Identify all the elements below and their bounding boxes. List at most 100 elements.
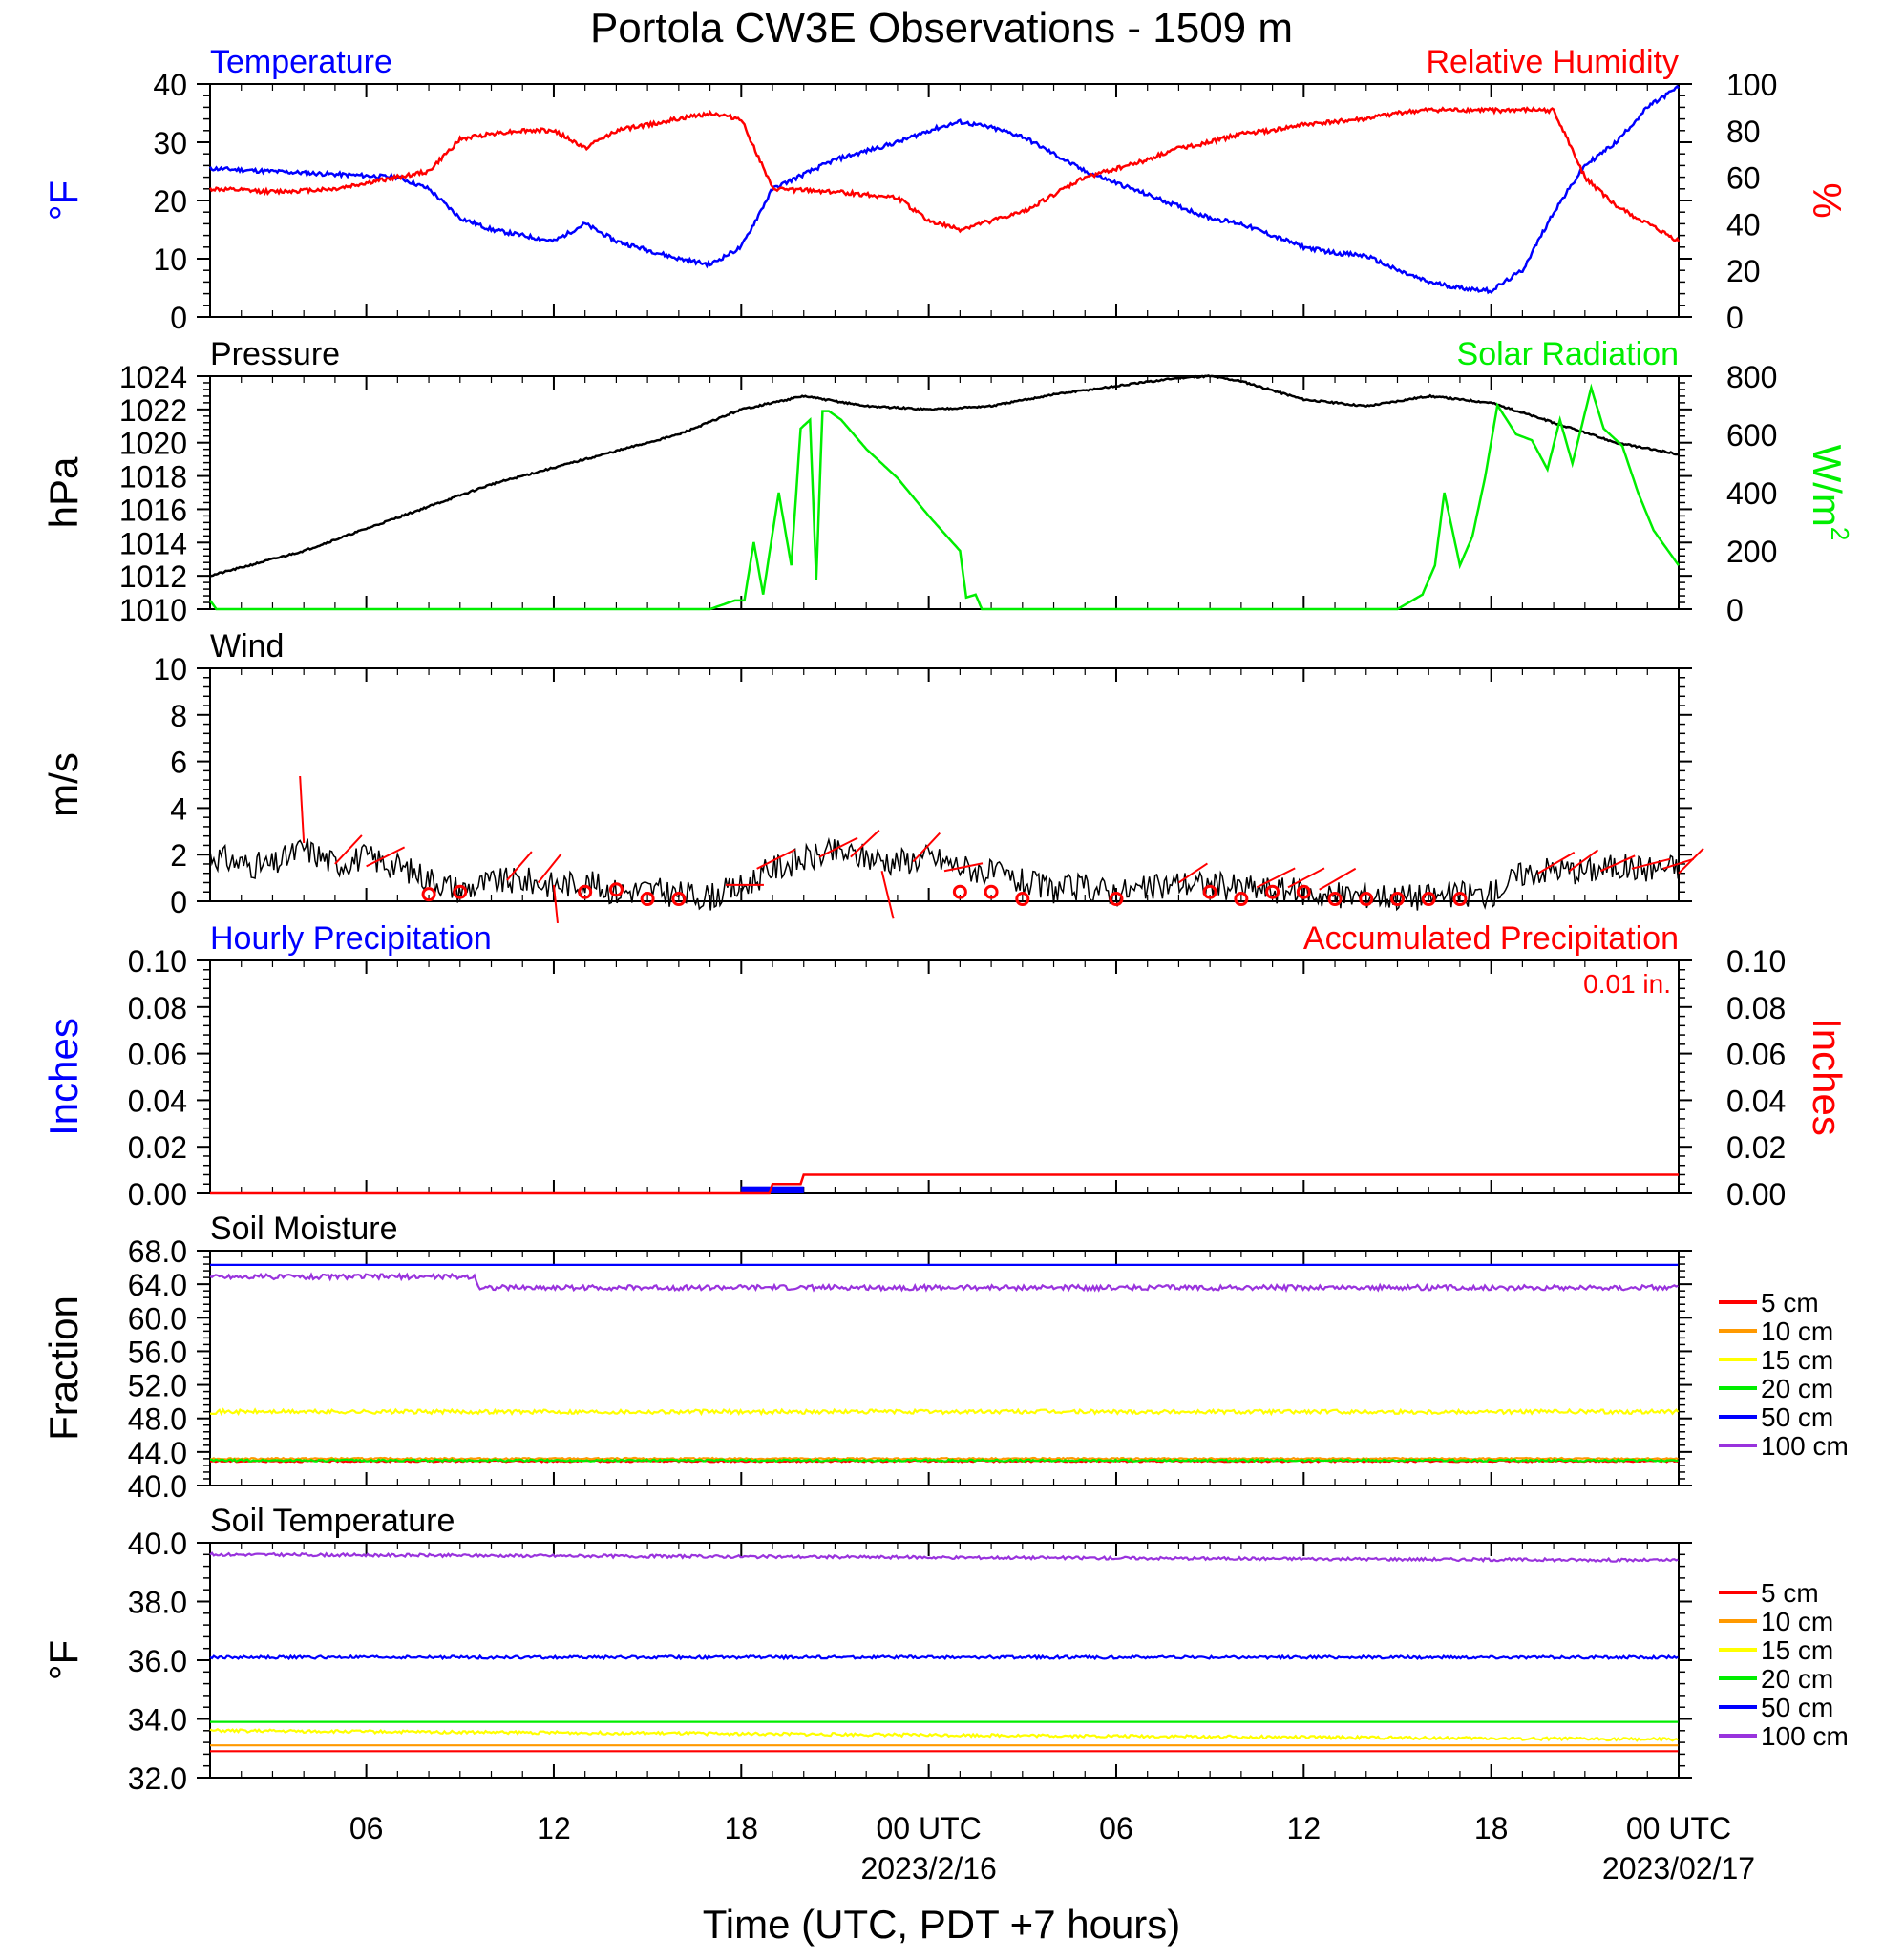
y-tick-label-left: 0 xyxy=(170,885,187,919)
y-tick-label-right: 0.02 xyxy=(1726,1130,1786,1165)
wind-barb xyxy=(299,775,306,844)
plot-frame xyxy=(209,1250,1680,1486)
x-tick-label: 12 xyxy=(537,1811,571,1845)
wind-barb xyxy=(1631,857,1671,870)
panel-soil_temperature: 32.0 34.0 36.0 38.0 40.0 Soil Temperature °F 5 … xyxy=(41,1503,1849,1796)
x-tick-label: 18 xyxy=(725,1811,759,1845)
calm-wind-circle xyxy=(1296,884,1311,899)
y-tick-label-left: 10 xyxy=(153,652,187,686)
wind-barb xyxy=(334,834,363,865)
y-tick-label-left: 1018 xyxy=(119,460,187,495)
calm-wind-circle xyxy=(640,892,655,907)
y-tick-label-left: 68.0 xyxy=(128,1234,187,1269)
y-axis-label-left: °F xyxy=(41,1640,86,1680)
y-tick-label-left: 44.0 xyxy=(128,1436,187,1470)
y-tick-label-left: 34.0 xyxy=(128,1703,187,1738)
y-tick-label-left: 52.0 xyxy=(128,1369,187,1403)
y-axis-label-right: W/m2 xyxy=(1805,445,1854,541)
plot-frame xyxy=(209,959,1680,1194)
legend-label: 15 cm xyxy=(1761,1345,1833,1375)
series-line-100cm xyxy=(209,1551,1679,1563)
y-tick-label-left: 56.0 xyxy=(128,1335,187,1369)
y-tick-label-right: 0.00 xyxy=(1726,1177,1786,1212)
y-tick-label-left: 0 xyxy=(170,301,187,335)
y-axis-label-left: m/s xyxy=(41,752,86,817)
y-axis-label-right: % xyxy=(1805,182,1850,218)
accumulated-total-label: 0.01 in. xyxy=(1583,969,1671,999)
hourly-precip-bar xyxy=(741,1186,773,1193)
wind-barb xyxy=(552,884,559,924)
legend-label: 50 cm xyxy=(1761,1693,1833,1722)
y-tick-label-left: 36.0 xyxy=(128,1644,187,1678)
date-label: 2023/2/16 xyxy=(860,1851,996,1886)
y-tick-label-left: 0.06 xyxy=(128,1038,187,1072)
plot-frame xyxy=(209,667,1680,902)
y-tick-label-left: 1012 xyxy=(119,559,187,594)
y-tick-label-left: 40 xyxy=(153,68,187,102)
panel-precip: 0.00 0.02 0.04 0.06 0.08 0.10 0.00 0.02 0.04 0.06… xyxy=(41,920,1850,1212)
y-tick-label-left: 32.0 xyxy=(128,1761,187,1796)
legend-label: 5 cm xyxy=(1761,1578,1819,1608)
y-tick-label-right: 800 xyxy=(1726,360,1777,394)
wind-barb xyxy=(880,871,895,919)
y-tick-label-right: 20 xyxy=(1726,254,1761,288)
calm-wind-circle xyxy=(671,892,687,907)
wind-barb xyxy=(912,832,942,863)
calm-wind-circle xyxy=(1359,892,1374,907)
y-tick-label-right: 200 xyxy=(1726,535,1777,569)
legend-label: 100 cm xyxy=(1761,1721,1849,1751)
hourly-precip-bar xyxy=(772,1186,804,1193)
y-tick-label-right: 0.04 xyxy=(1726,1084,1786,1118)
y-tick-label-left: 48.0 xyxy=(128,1402,187,1437)
y-axis-label-left: Fraction xyxy=(41,1296,86,1441)
legend-label: 20 cm xyxy=(1761,1374,1833,1403)
y-tick-label-left: 0.08 xyxy=(128,991,187,1025)
wind-barb xyxy=(850,829,880,858)
y-tick-label-right: 0 xyxy=(1726,593,1744,627)
wind-barb xyxy=(1177,862,1208,884)
y-tick-label-left: 1010 xyxy=(119,593,187,627)
plot-frame xyxy=(209,1542,1680,1779)
y-tick-label-right: 0.08 xyxy=(1726,991,1786,1025)
calm-wind-circle xyxy=(578,884,593,899)
x-tick-label: 00 UTC xyxy=(1626,1811,1731,1845)
series-line-15cm xyxy=(209,1728,1679,1742)
x-tick-label: 06 xyxy=(1099,1811,1133,1845)
y-tick-label-left: 40.0 xyxy=(128,1527,187,1561)
calm-wind-circle xyxy=(1202,884,1217,899)
y-tick-label-right: 60 xyxy=(1726,161,1761,196)
calm-wind-circle xyxy=(1015,892,1030,907)
y-tick-label-left: 2 xyxy=(170,838,187,873)
panel-title-left: Pressure xyxy=(210,336,340,372)
y-tick-label-left: 0.10 xyxy=(128,944,187,979)
calm-wind-circle xyxy=(1109,892,1124,907)
calm-wind-circle xyxy=(421,887,436,902)
wind-barb xyxy=(756,848,796,870)
x-tick-label: 18 xyxy=(1474,1811,1509,1845)
panel-title-right: Relative Humidity xyxy=(1426,44,1679,80)
calm-wind-circle xyxy=(952,884,967,899)
y-tick-label-left: 20 xyxy=(153,184,187,219)
calm-wind-circle xyxy=(453,884,468,899)
series-line-100cm xyxy=(209,1272,1679,1294)
panel-title-left: Hourly Precipitation xyxy=(210,920,492,957)
series-line-50cm xyxy=(209,1654,1679,1661)
wind-barb xyxy=(506,851,533,881)
wind-barb xyxy=(366,846,406,868)
calm-wind-circle xyxy=(1452,892,1468,907)
series-line-solar-radiation xyxy=(208,383,1681,611)
x-axis: 06 12 18 00 UTC 06 12 18 00 UTC 2023/2/16 2023/02… xyxy=(349,1811,1755,1886)
y-axis-label-left: hPa xyxy=(41,456,86,528)
legend-label: 10 cm xyxy=(1761,1317,1833,1346)
panel-title-left: Soil Temperature xyxy=(210,1503,455,1539)
panel-title-left: Soil Moisture xyxy=(210,1211,398,1247)
legend-label: 15 cm xyxy=(1761,1635,1833,1665)
y-tick-label-left: 4 xyxy=(170,791,187,826)
calm-wind-circle xyxy=(1265,884,1280,899)
y-tick-label-left: 1022 xyxy=(119,393,187,428)
